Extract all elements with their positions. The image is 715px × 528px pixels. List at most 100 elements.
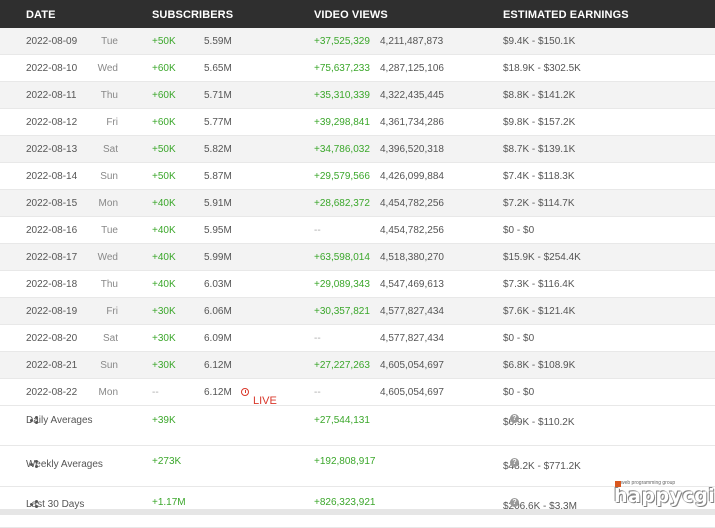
row-weekday: Fri bbox=[106, 306, 118, 317]
summary-row: Last 30 Days +1.17M +826,323,921 $206.6K - … bbox=[0, 487, 715, 528]
row-views-change: -- bbox=[314, 225, 321, 236]
summary-views: +27,544,131 bbox=[314, 415, 370, 426]
live-clock-icon bbox=[241, 388, 249, 396]
row-estimated-earnings: $0 - $0 bbox=[503, 333, 535, 344]
row-views-total: 4,322,435,445 bbox=[380, 90, 444, 101]
header-date[interactable]: DATE bbox=[26, 9, 56, 21]
row-views-change: +35,310,339 bbox=[314, 90, 370, 101]
row-subscriber-change: +50K bbox=[152, 171, 176, 182]
table-row: 2022-08-11 Thu +60K 5.71M +35,310,339 4,322,4… bbox=[0, 82, 715, 109]
row-date: 2022-08-12 bbox=[26, 117, 78, 128]
summary-row: Daily Averages +39K +27,544,131 $6.9K - $11… bbox=[0, 406, 715, 446]
share-dot bbox=[30, 462, 33, 466]
row-views-total: 4,361,734,286 bbox=[380, 117, 444, 128]
row-subscriber-change: +60K bbox=[152, 90, 176, 101]
table-row: 2022-08-18 Thu +40K 6.03M +29,089,343 4,547,4… bbox=[0, 271, 715, 298]
row-estimated-earnings: $7.6K - $121.4K bbox=[503, 306, 576, 317]
share-dot bbox=[35, 421, 38, 424]
summary-row: Weekly Averages +273K +192,808,917 $48.2K -… bbox=[0, 446, 715, 487]
share-icon[interactable] bbox=[30, 460, 38, 468]
share-icon[interactable] bbox=[30, 500, 38, 508]
share-dot bbox=[35, 460, 38, 463]
row-estimated-earnings: $8.7K - $139.1K bbox=[503, 144, 576, 155]
table-row: 2022-08-16 Tue +40K 5.95M -- 4,454,782,256 $0 … bbox=[0, 217, 715, 244]
header-video-views[interactable]: VIDEO VIEWS bbox=[314, 9, 388, 21]
row-date: 2022-08-13 bbox=[26, 144, 78, 155]
summary-earnings-value: $48.2K - $771.2K bbox=[503, 461, 581, 472]
row-weekday: Wed bbox=[97, 252, 118, 263]
share-dot bbox=[30, 418, 33, 422]
row-views-change: +28,682,372 bbox=[314, 198, 370, 209]
row-weekday: Sun bbox=[100, 360, 118, 371]
share-dot bbox=[35, 505, 38, 508]
row-views-total: 4,577,827,434 bbox=[380, 333, 444, 344]
row-estimated-earnings: $15.9K - $254.4K bbox=[503, 252, 581, 263]
row-estimated-earnings: $7.3K - $116.4K bbox=[503, 279, 575, 290]
row-views-total: 4,396,520,318 bbox=[380, 144, 444, 155]
row-subscriber-total: 5.65M bbox=[204, 63, 232, 74]
live-label: LIVE bbox=[253, 395, 277, 407]
row-weekday: Fri bbox=[106, 117, 118, 128]
row-subscriber-total: 6.03M bbox=[204, 279, 232, 290]
row-views-change: -- bbox=[314, 387, 321, 398]
row-views-change: +37,525,329 bbox=[314, 36, 370, 47]
row-subscriber-change: +60K bbox=[152, 117, 176, 128]
row-subscriber-change: -- bbox=[152, 387, 159, 398]
share-dot bbox=[35, 416, 38, 419]
row-views-total: 4,605,054,697 bbox=[380, 360, 444, 371]
row-subscriber-change: +50K bbox=[152, 36, 176, 47]
row-subscriber-total: 6.09M bbox=[204, 333, 232, 344]
row-subscriber-change: +40K bbox=[152, 252, 176, 263]
row-views-total: 4,577,827,434 bbox=[380, 306, 444, 317]
table-row: 2022-08-19 Fri +30K 6.06M +30,357,821 4,577,8… bbox=[0, 298, 715, 325]
row-views-total: 4,211,487,873 bbox=[380, 36, 444, 47]
share-dot bbox=[35, 500, 38, 503]
row-subscriber-total: 5.82M bbox=[204, 144, 232, 155]
row-views-total: 4,454,782,256 bbox=[380, 198, 444, 209]
row-date: 2022-08-22 bbox=[26, 387, 78, 398]
help-icon[interactable]: ? bbox=[510, 498, 519, 507]
table-row: 2022-08-20 Sat +30K 6.09M -- 4,577,827,434 $0 … bbox=[0, 325, 715, 352]
table-row: 2022-08-17 Wed +40K 5.99M +63,598,014 4,518,3… bbox=[0, 244, 715, 271]
row-weekday: Sat bbox=[102, 144, 118, 155]
watermark-logo: web programming group happycgi bbox=[612, 480, 715, 510]
help-icon[interactable]: ? bbox=[510, 414, 519, 423]
row-views-total: 4,454,782,256 bbox=[380, 225, 444, 236]
summary-earnings-value: $6.9K - $110.2K bbox=[503, 417, 575, 428]
summary-views: +192,808,917 bbox=[314, 456, 376, 467]
summary-label-text: Daily Averages bbox=[26, 415, 93, 426]
bottom-scrollbar-track[interactable] bbox=[0, 509, 715, 515]
row-subscriber-change: +50K bbox=[152, 144, 176, 155]
row-subscriber-change: +40K bbox=[152, 225, 176, 236]
share-icon[interactable] bbox=[30, 416, 38, 424]
row-estimated-earnings: $6.8K - $108.9K bbox=[503, 360, 576, 371]
row-date: 2022-08-09 bbox=[26, 36, 78, 47]
row-views-change: -- bbox=[314, 333, 321, 344]
row-subscriber-total: 5.99M bbox=[204, 252, 232, 263]
live-badge[interactable]: LIVE bbox=[241, 387, 277, 407]
header-subscribers[interactable]: SUBSCRIBERS bbox=[152, 9, 234, 21]
row-estimated-earnings: $9.8K - $157.2K bbox=[503, 117, 576, 128]
row-views-change: +75,637,233 bbox=[314, 63, 370, 74]
header-estimated-earnings[interactable]: ESTIMATED EARNINGS bbox=[503, 9, 629, 21]
row-weekday: Mon bbox=[98, 198, 118, 209]
row-subscriber-total: 6.06M bbox=[204, 306, 232, 317]
row-subscriber-change: +60K bbox=[152, 63, 176, 74]
share-dot bbox=[30, 502, 33, 506]
row-estimated-earnings: $9.4K - $150.1K bbox=[503, 36, 576, 47]
row-estimated-earnings: $7.2K - $114.7K bbox=[503, 198, 575, 209]
row-subscriber-total: 5.87M bbox=[204, 171, 232, 182]
table-header: DATE SUBSCRIBERS VIDEO VIEWS ESTIMATED E… bbox=[0, 0, 715, 28]
row-date: 2022-08-21 bbox=[26, 360, 78, 371]
row-views-change: +30,357,821 bbox=[314, 306, 370, 317]
row-date: 2022-08-19 bbox=[26, 306, 78, 317]
help-icon[interactable]: ? bbox=[510, 458, 519, 467]
table-row: 2022-08-22 Mon -- 6.12M LIVE -- 4,605,054,697 $… bbox=[0, 379, 715, 407]
row-date: 2022-08-15 bbox=[26, 198, 78, 209]
summary-earnings-value: $206.6K - $3.3M bbox=[503, 501, 577, 512]
row-subscriber-total: 6.12M bbox=[204, 360, 232, 371]
row-date: 2022-08-18 bbox=[26, 279, 78, 290]
row-subscriber-total: 6.12M bbox=[204, 387, 232, 398]
logo-square bbox=[615, 481, 621, 487]
share-dot bbox=[35, 465, 38, 468]
